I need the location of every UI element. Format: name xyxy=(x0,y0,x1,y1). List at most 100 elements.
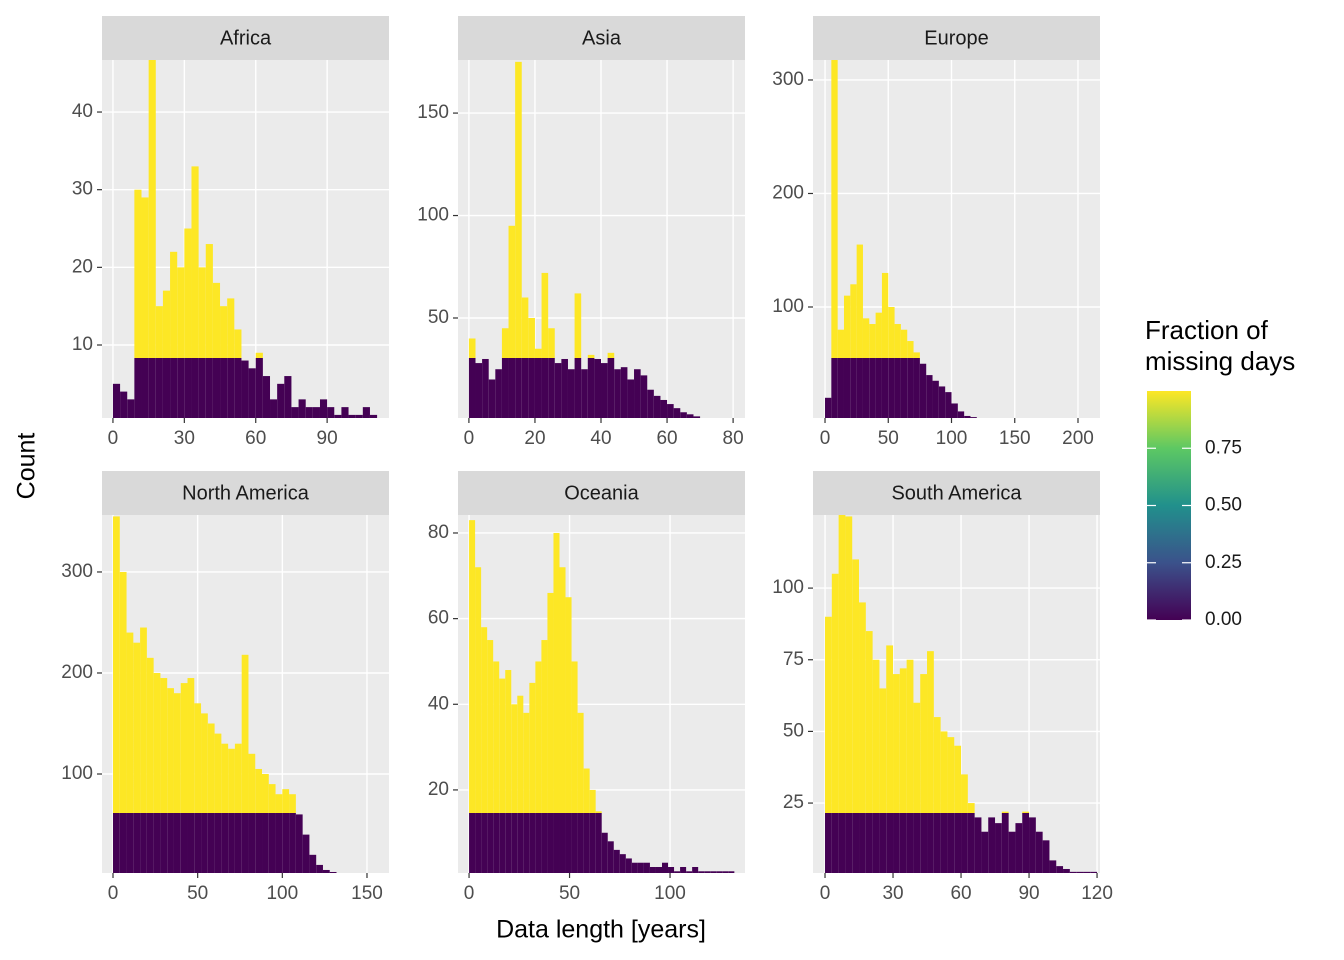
bar xyxy=(932,380,939,418)
bar xyxy=(869,324,876,418)
bar xyxy=(481,627,488,873)
bar xyxy=(348,414,356,418)
y-tick-label: 40 xyxy=(428,693,449,714)
bar xyxy=(698,871,705,873)
bar xyxy=(951,403,958,418)
bar xyxy=(643,862,650,873)
bar xyxy=(369,414,378,418)
bar xyxy=(954,745,962,873)
bar xyxy=(859,602,866,873)
bar xyxy=(634,369,641,418)
bar xyxy=(919,363,927,418)
bars xyxy=(825,60,977,418)
bars xyxy=(825,515,1098,873)
bar xyxy=(995,823,1002,873)
y-tick-label: 30 xyxy=(72,179,93,200)
bar xyxy=(907,341,914,418)
bar xyxy=(872,659,880,873)
bar xyxy=(241,360,249,418)
x-tick-label: 0 xyxy=(108,883,119,904)
bar xyxy=(926,375,933,418)
bar xyxy=(234,743,242,873)
facet-title: Europe xyxy=(924,27,989,49)
bar xyxy=(1076,871,1084,873)
bar xyxy=(710,871,717,873)
bar xyxy=(284,376,292,418)
bar xyxy=(277,383,285,418)
bar xyxy=(940,731,948,873)
colorbar-label: 0.75 xyxy=(1205,437,1242,458)
bar xyxy=(933,717,941,873)
bars xyxy=(468,61,701,418)
bar xyxy=(255,768,263,873)
bar xyxy=(594,358,602,418)
y-tick-label: 25 xyxy=(783,792,804,813)
bar xyxy=(341,407,349,418)
bar xyxy=(970,417,977,418)
bar xyxy=(647,389,654,418)
x-tick-label: 60 xyxy=(245,428,266,449)
bar xyxy=(528,317,535,418)
bar xyxy=(649,867,656,873)
x-tick-label: 60 xyxy=(950,883,971,904)
bar xyxy=(680,412,687,418)
bar xyxy=(322,869,330,873)
bar xyxy=(184,228,192,418)
strip xyxy=(813,471,1100,515)
bar xyxy=(362,407,370,418)
bar xyxy=(862,318,870,418)
bars xyxy=(113,516,337,873)
y-tick-label: 75 xyxy=(783,649,804,670)
bar xyxy=(850,284,857,418)
bar xyxy=(234,329,242,418)
bar xyxy=(704,871,711,873)
bar xyxy=(583,768,590,873)
bar xyxy=(899,668,907,873)
bar xyxy=(270,399,278,418)
bar xyxy=(728,871,735,873)
bar xyxy=(945,392,952,418)
bar xyxy=(177,267,185,418)
bar xyxy=(355,414,363,418)
bar xyxy=(493,661,500,873)
bar xyxy=(148,60,156,418)
bar xyxy=(554,363,562,418)
bar xyxy=(631,862,638,873)
y-tick-label: 150 xyxy=(417,102,449,123)
bar xyxy=(614,369,621,418)
bar xyxy=(198,267,206,418)
y-tick-label: 60 xyxy=(428,608,449,629)
bar xyxy=(468,338,476,418)
bar xyxy=(521,297,529,418)
bar xyxy=(194,703,202,873)
bar xyxy=(482,358,489,418)
bar xyxy=(126,632,134,873)
bar xyxy=(167,688,174,873)
bar xyxy=(282,789,290,873)
bar xyxy=(334,414,342,418)
bar xyxy=(661,862,669,873)
y-tick-label: 50 xyxy=(428,307,449,328)
x-tick-label: 80 xyxy=(723,428,744,449)
bar xyxy=(1029,817,1036,873)
bar xyxy=(595,811,602,873)
bar xyxy=(865,631,873,873)
bar xyxy=(894,324,901,418)
bar xyxy=(565,597,572,873)
bar xyxy=(220,306,228,418)
y-tick-label: 10 xyxy=(72,334,93,355)
bar xyxy=(119,571,127,873)
bar xyxy=(831,573,839,873)
y-tick-label: 20 xyxy=(72,256,93,277)
bar xyxy=(275,794,283,873)
x-tick-label: 50 xyxy=(878,428,899,449)
bar xyxy=(319,399,328,418)
bar xyxy=(475,363,483,418)
bar xyxy=(1056,866,1064,873)
bar xyxy=(938,386,946,418)
y-tick-label: 300 xyxy=(772,69,804,90)
bar xyxy=(913,352,920,418)
bar xyxy=(852,559,860,873)
